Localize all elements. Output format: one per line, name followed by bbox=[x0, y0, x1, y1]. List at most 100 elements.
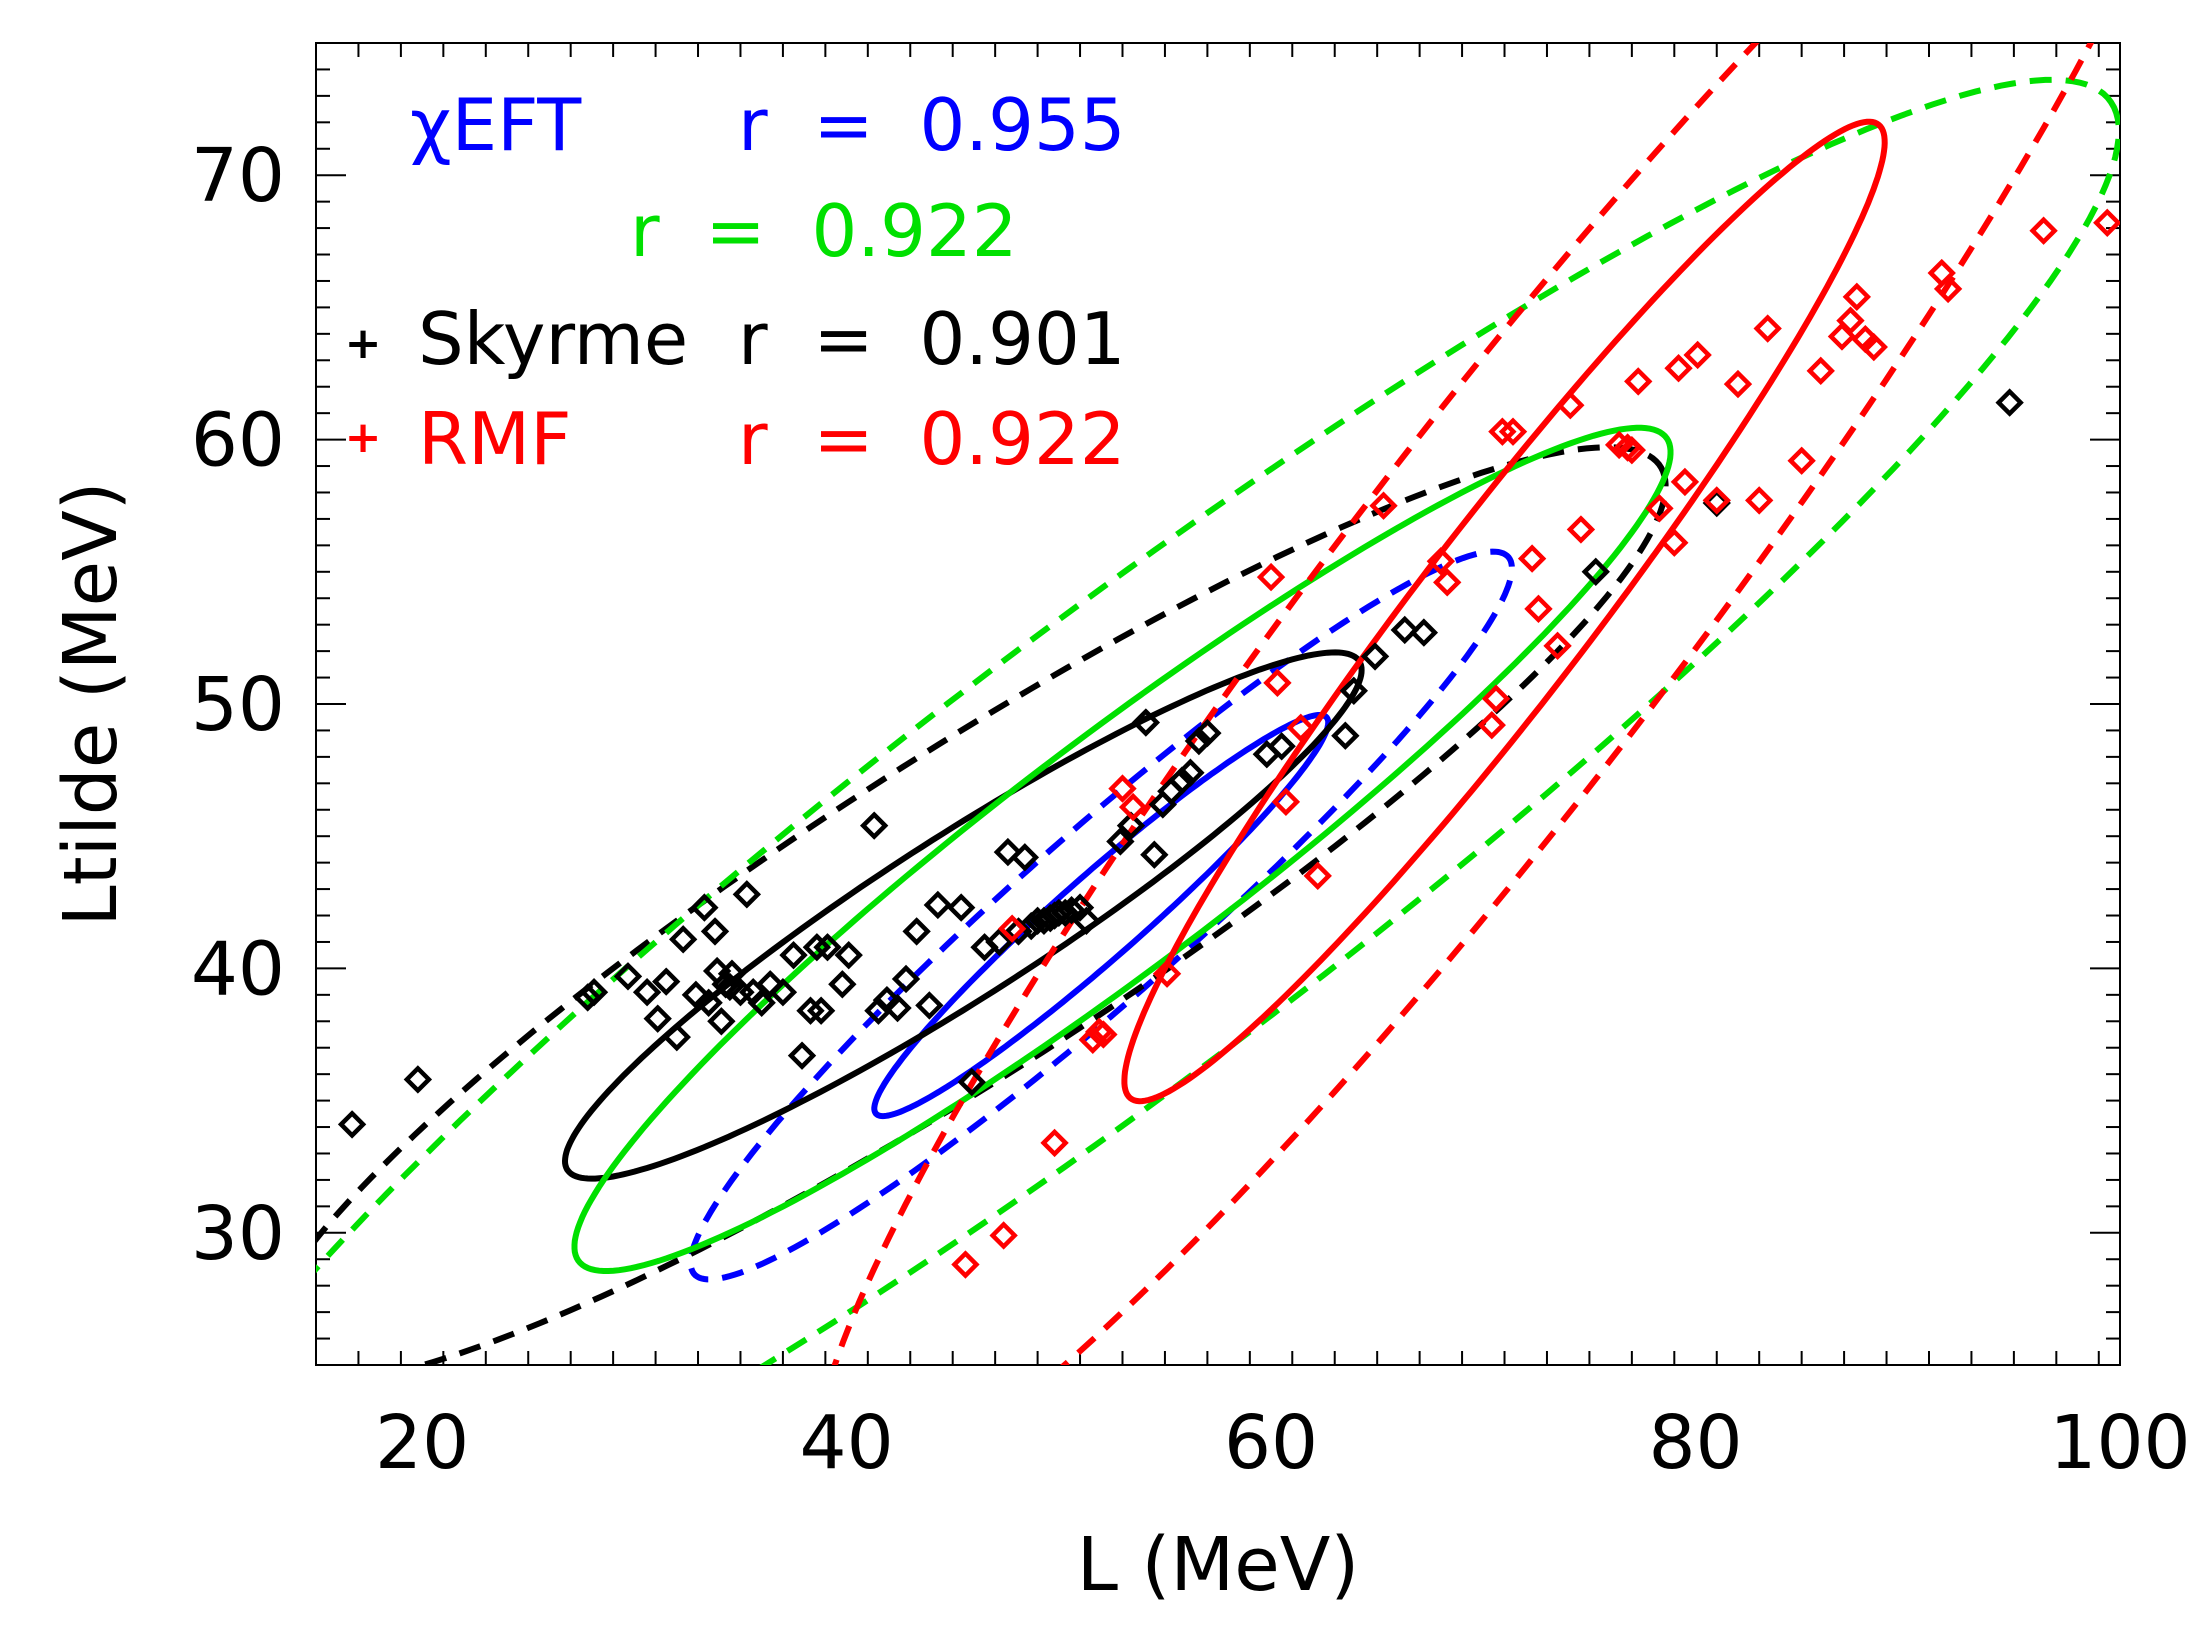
skyrme-point bbox=[891, 964, 921, 994]
skyrme-point bbox=[806, 996, 836, 1025]
skyrme-point bbox=[1004, 917, 1033, 946]
skyrme-point bbox=[993, 837, 1023, 867]
rmf-point bbox=[1303, 861, 1332, 891]
skyrme-point bbox=[1140, 840, 1169, 869]
skyrme-point bbox=[652, 967, 681, 996]
rmf-point bbox=[1660, 528, 1689, 557]
rmf-point bbox=[1543, 631, 1572, 661]
skyrme-point bbox=[700, 917, 730, 946]
skyrme-point bbox=[834, 940, 863, 970]
rmf-point bbox=[1624, 367, 1653, 396]
legend-label-rmf: RMF bbox=[418, 397, 572, 481]
skyrme-point bbox=[337, 1110, 367, 1139]
skyrme-point bbox=[985, 927, 1014, 957]
x-tick-label: 20 bbox=[375, 1400, 469, 1486]
rmf-point bbox=[1836, 306, 1865, 335]
rmf-point bbox=[1481, 684, 1511, 713]
y-tick-label: 70 bbox=[191, 133, 285, 219]
ellipse-green-solid bbox=[571, 424, 1674, 1274]
skyrme-point bbox=[1409, 618, 1439, 647]
rmf-point bbox=[1806, 356, 1835, 386]
rmf-point bbox=[1078, 1025, 1107, 1054]
skyrme-point bbox=[756, 970, 785, 999]
rmf-point bbox=[1089, 1020, 1118, 1049]
skyrme-point bbox=[787, 1041, 817, 1070]
skyrme-point bbox=[1252, 740, 1281, 769]
y-tick-label: 60 bbox=[191, 398, 285, 484]
minor-ticks bbox=[315, 42, 2120, 1366]
skyrme-point bbox=[957, 1067, 986, 1097]
skyrme-point bbox=[573, 983, 602, 1012]
rmf-point bbox=[1498, 417, 1528, 446]
skyrme-point bbox=[1010, 843, 1040, 872]
rmf-point bbox=[1645, 494, 1674, 523]
skyrme-point bbox=[732, 880, 762, 909]
rmf-point bbox=[1271, 787, 1301, 817]
skyrme-point bbox=[1167, 766, 1197, 795]
rmf-point bbox=[1556, 391, 1585, 420]
skyrme-point bbox=[1267, 732, 1296, 761]
legend-r-rmf: r = 0.922 bbox=[738, 397, 1126, 481]
skyrme-point bbox=[1017, 911, 1046, 941]
skyrme-point bbox=[579, 978, 609, 1007]
skyrme-point bbox=[1193, 718, 1222, 748]
rmf-point bbox=[1702, 486, 1731, 515]
skyrme-point bbox=[1581, 557, 1610, 586]
skyrme-point bbox=[1184, 726, 1214, 756]
rmf-point bbox=[1286, 713, 1315, 742]
rmf-point bbox=[1753, 314, 1782, 343]
legend-r-skyrme: r = 0.901 bbox=[738, 297, 1126, 381]
skyrme-point bbox=[694, 988, 723, 1017]
skyrme-point bbox=[883, 993, 912, 1023]
legend-r-green: r = 0.922 bbox=[630, 189, 1018, 273]
skyrme-point bbox=[915, 991, 944, 1020]
legend-label-chieft: χEFT bbox=[410, 83, 582, 167]
rmf-point bbox=[1787, 446, 1816, 475]
skyrme-point bbox=[923, 890, 953, 920]
skyrme-point bbox=[1360, 642, 1390, 671]
skyrme-point bbox=[668, 925, 698, 954]
legend-marker-skyrme: + bbox=[345, 318, 382, 369]
skyrme-point bbox=[1044, 898, 1074, 928]
skyrme-point bbox=[813, 933, 842, 962]
rmf-point bbox=[1683, 340, 1712, 370]
ellipse-blue-dashed bbox=[687, 548, 1515, 1283]
skyrme-point bbox=[1131, 708, 1161, 737]
rmf-point bbox=[1517, 544, 1547, 573]
rmf-point bbox=[1256, 562, 1286, 592]
skyrme-point bbox=[613, 962, 643, 991]
rmf-point bbox=[1040, 1128, 1069, 1158]
x-tick-label: 40 bbox=[800, 1400, 894, 1486]
rmf-point bbox=[989, 1221, 1018, 1250]
skyrme-point bbox=[717, 959, 747, 988]
rmf-point bbox=[1524, 594, 1553, 623]
x-tick-label: 60 bbox=[1224, 1400, 1318, 1486]
y-axis-title: Ltilde (MeV) bbox=[48, 481, 134, 926]
ellipse-red-solid bbox=[1121, 118, 1888, 1105]
rmf-point bbox=[1617, 435, 1647, 465]
x-axis-title: L (MeV) bbox=[1077, 1522, 1360, 1608]
rmf-point bbox=[1670, 467, 1700, 497]
x-tick-labels: 20 40 60 80 100 bbox=[375, 1400, 2191, 1486]
skyrme-point bbox=[1390, 615, 1419, 645]
skyrme-point bbox=[828, 970, 857, 999]
skyrme-point bbox=[1176, 758, 1205, 787]
skyrme-point bbox=[1995, 388, 2024, 417]
legend: χEFT r = 0.955 r = 0.922 + Skyrme r = 0.… bbox=[345, 83, 1126, 481]
skyrme-point bbox=[1331, 721, 1360, 750]
skyrme-point bbox=[1116, 811, 1146, 840]
skyrme-point bbox=[1072, 906, 1101, 935]
rmf-point bbox=[1433, 568, 1462, 597]
rmf-point bbox=[1842, 282, 1872, 312]
y-tick-label: 50 bbox=[191, 662, 285, 748]
ellipse-black-dashed bbox=[316, 444, 1669, 1365]
skyrme-point bbox=[1057, 896, 1086, 925]
skyrme-point bbox=[1339, 676, 1369, 705]
rmf-point bbox=[1488, 417, 1517, 446]
x-tick-label: 80 bbox=[1648, 1400, 1742, 1486]
major-ticks bbox=[316, 174, 2120, 1234]
skyrme-point bbox=[947, 893, 976, 922]
skyrme-point bbox=[768, 978, 798, 1007]
skyrme-point bbox=[1106, 827, 1135, 856]
